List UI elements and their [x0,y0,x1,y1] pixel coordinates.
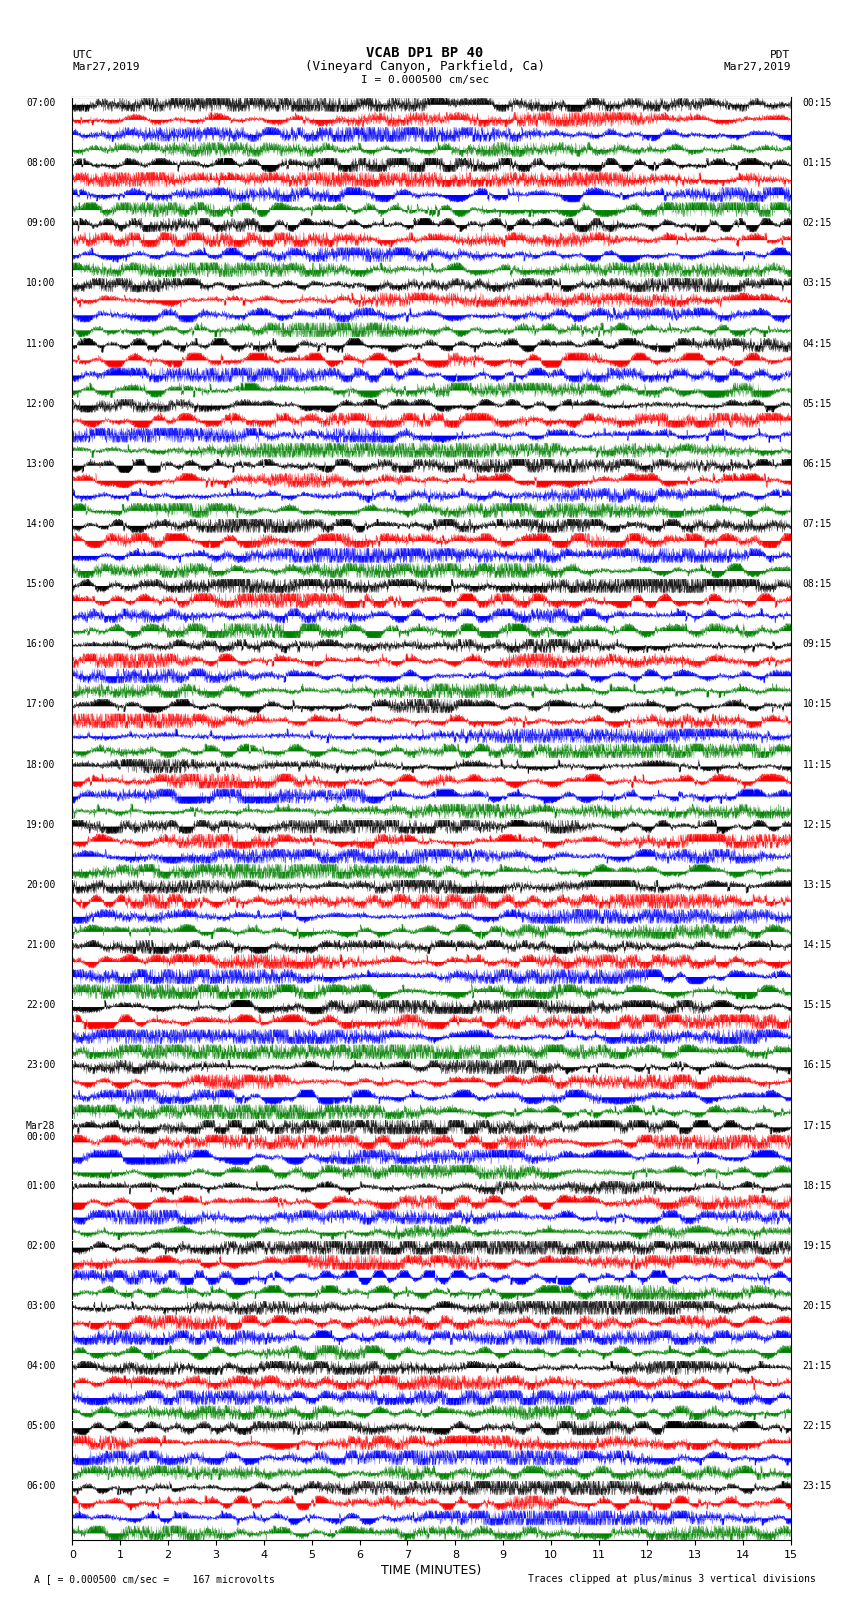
Text: 22:15: 22:15 [802,1421,832,1431]
Text: 10:00: 10:00 [26,279,55,289]
Text: 01:15: 01:15 [802,158,832,168]
Text: 03:15: 03:15 [802,279,832,289]
X-axis label: TIME (MINUTES): TIME (MINUTES) [382,1565,481,1578]
Text: 18:15: 18:15 [802,1181,832,1190]
Text: (Vineyard Canyon, Parkfield, Ca): (Vineyard Canyon, Parkfield, Ca) [305,60,545,73]
Text: PDT: PDT [770,50,790,60]
Text: 04:15: 04:15 [802,339,832,348]
Text: 20:00: 20:00 [26,881,55,890]
Text: 12:00: 12:00 [26,398,55,408]
Text: 12:15: 12:15 [802,819,832,829]
Text: 11:15: 11:15 [802,760,832,769]
Text: 13:15: 13:15 [802,881,832,890]
Text: 16:00: 16:00 [26,639,55,650]
Text: 07:15: 07:15 [802,519,832,529]
Text: 08:15: 08:15 [802,579,832,589]
Text: 16:15: 16:15 [802,1060,832,1071]
Text: 08:00: 08:00 [26,158,55,168]
Text: 00:15: 00:15 [802,98,832,108]
Text: 04:00: 04:00 [26,1361,55,1371]
Text: 17:00: 17:00 [26,700,55,710]
Text: 02:00: 02:00 [26,1240,55,1250]
Text: 09:00: 09:00 [26,218,55,229]
Text: Traces clipped at plus/minus 3 vertical divisions: Traces clipped at plus/minus 3 vertical … [528,1574,816,1584]
Text: 18:00: 18:00 [26,760,55,769]
Text: 06:15: 06:15 [802,458,832,469]
Text: VCAB DP1 BP 40: VCAB DP1 BP 40 [366,47,484,60]
Text: 21:15: 21:15 [802,1361,832,1371]
Text: 13:00: 13:00 [26,458,55,469]
Text: 22:00: 22:00 [26,1000,55,1010]
Text: 14:00: 14:00 [26,519,55,529]
Text: Mar27,2019: Mar27,2019 [723,61,791,71]
Text: 11:00: 11:00 [26,339,55,348]
Text: 14:15: 14:15 [802,940,832,950]
Text: UTC: UTC [72,50,93,60]
Text: 07:00: 07:00 [26,98,55,108]
Text: 17:15: 17:15 [802,1121,832,1131]
Text: Mar27,2019: Mar27,2019 [72,61,139,71]
Text: Mar28
00:00: Mar28 00:00 [26,1121,55,1142]
Text: 19:15: 19:15 [802,1240,832,1250]
Text: 05:00: 05:00 [26,1421,55,1431]
Text: 03:00: 03:00 [26,1302,55,1311]
Text: 23:00: 23:00 [26,1060,55,1071]
Text: 20:15: 20:15 [802,1302,832,1311]
Text: 15:00: 15:00 [26,579,55,589]
Text: 10:15: 10:15 [802,700,832,710]
Text: 23:15: 23:15 [802,1481,832,1492]
Text: I = 0.000500 cm/sec: I = 0.000500 cm/sec [361,74,489,84]
Text: 02:15: 02:15 [802,218,832,229]
Text: 21:00: 21:00 [26,940,55,950]
Text: 19:00: 19:00 [26,819,55,829]
Text: 09:15: 09:15 [802,639,832,650]
Text: 15:15: 15:15 [802,1000,832,1010]
Text: 06:00: 06:00 [26,1481,55,1492]
Text: 05:15: 05:15 [802,398,832,408]
Text: A [ = 0.000500 cm/sec =    167 microvolts: A [ = 0.000500 cm/sec = 167 microvolts [34,1574,275,1584]
Text: 01:00: 01:00 [26,1181,55,1190]
